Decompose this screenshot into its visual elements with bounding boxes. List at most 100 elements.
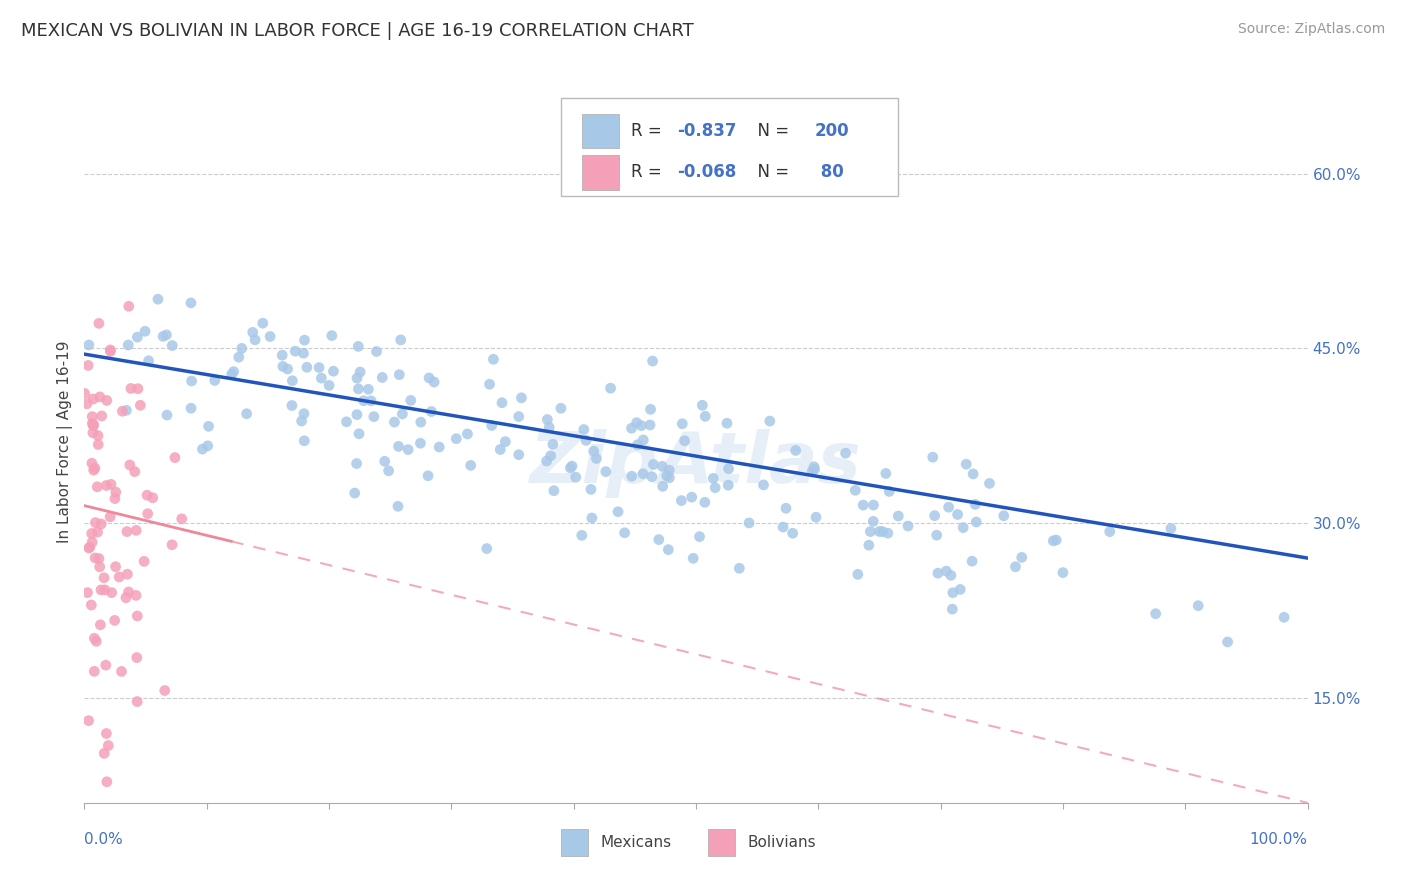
Point — [876, 526, 898, 541]
Point — [638, 417, 661, 432]
Point — [655, 468, 678, 483]
Point — [127, 382, 149, 396]
Point — [155, 327, 177, 342]
Point — [641, 469, 664, 483]
Point — [163, 450, 186, 465]
Point — [1216, 635, 1239, 649]
Point — [94, 582, 117, 597]
Point — [77, 359, 100, 373]
Point — [844, 483, 866, 498]
Point — [259, 329, 281, 343]
Point — [360, 393, 382, 408]
Point — [575, 434, 598, 448]
Point — [117, 567, 139, 582]
Point — [136, 507, 159, 521]
Point — [118, 299, 141, 313]
Point — [681, 490, 703, 504]
Text: Mexicans: Mexicans — [600, 835, 672, 850]
Point — [446, 432, 468, 446]
Point — [704, 481, 727, 495]
Point — [1004, 559, 1026, 574]
Point — [125, 524, 148, 538]
Text: Source: ZipAtlas.com: Source: ZipAtlas.com — [1237, 22, 1385, 37]
Point — [728, 561, 751, 575]
Point — [607, 505, 630, 519]
Point — [83, 463, 105, 477]
Point — [77, 338, 100, 352]
Point — [633, 433, 655, 447]
Point — [868, 524, 890, 539]
Point — [960, 554, 983, 568]
Point — [942, 585, 965, 599]
Point — [387, 439, 409, 453]
Text: ZipAtlas: ZipAtlas — [530, 429, 862, 498]
Point — [862, 498, 884, 512]
Point — [242, 326, 264, 340]
Point — [1045, 533, 1067, 547]
Point — [658, 471, 681, 485]
Point — [935, 564, 957, 578]
Point — [427, 440, 450, 454]
Point — [87, 317, 110, 331]
Point — [641, 354, 664, 368]
Point — [366, 344, 388, 359]
Point — [108, 570, 131, 584]
Point — [180, 374, 202, 388]
Point — [110, 665, 132, 679]
Point — [180, 401, 202, 416]
Point — [852, 498, 875, 512]
Point — [82, 392, 104, 406]
Point — [129, 398, 152, 412]
Point — [153, 683, 176, 698]
Point — [343, 486, 366, 500]
Point — [579, 483, 602, 497]
Point — [846, 567, 869, 582]
Point — [952, 520, 974, 534]
Point — [96, 726, 118, 740]
Point — [702, 471, 724, 485]
Point — [79, 540, 101, 554]
Point — [125, 588, 148, 602]
Point — [284, 344, 307, 359]
Bar — [582, 113, 619, 148]
Point — [657, 542, 679, 557]
Point — [311, 371, 333, 385]
Point — [536, 412, 558, 426]
Point — [692, 398, 714, 412]
Point — [100, 344, 122, 359]
Point — [561, 458, 583, 473]
Point — [346, 457, 368, 471]
Point — [231, 342, 253, 356]
Point — [482, 352, 505, 367]
Point — [1187, 599, 1209, 613]
Point — [96, 774, 118, 789]
Point — [96, 393, 118, 408]
Point — [388, 368, 411, 382]
Point — [80, 456, 103, 470]
Point — [938, 500, 960, 515]
FancyBboxPatch shape — [561, 98, 898, 196]
Point — [613, 525, 636, 540]
Point — [955, 457, 977, 471]
Text: N =: N = — [748, 122, 794, 140]
Point — [89, 390, 111, 404]
Point — [423, 375, 446, 389]
Point — [73, 386, 96, 401]
Point — [409, 415, 432, 429]
Point — [228, 350, 250, 364]
Point — [399, 393, 422, 408]
Point — [104, 614, 127, 628]
Point — [124, 465, 146, 479]
Point — [682, 551, 704, 566]
Text: 0.0%: 0.0% — [84, 831, 124, 847]
Point — [541, 437, 564, 451]
Point — [782, 526, 804, 541]
Point — [363, 409, 385, 424]
Point — [752, 478, 775, 492]
Point — [98, 509, 121, 524]
Point — [94, 658, 117, 673]
Point — [536, 454, 558, 468]
Point — [80, 598, 103, 612]
Point — [801, 464, 824, 478]
Point — [643, 458, 665, 472]
